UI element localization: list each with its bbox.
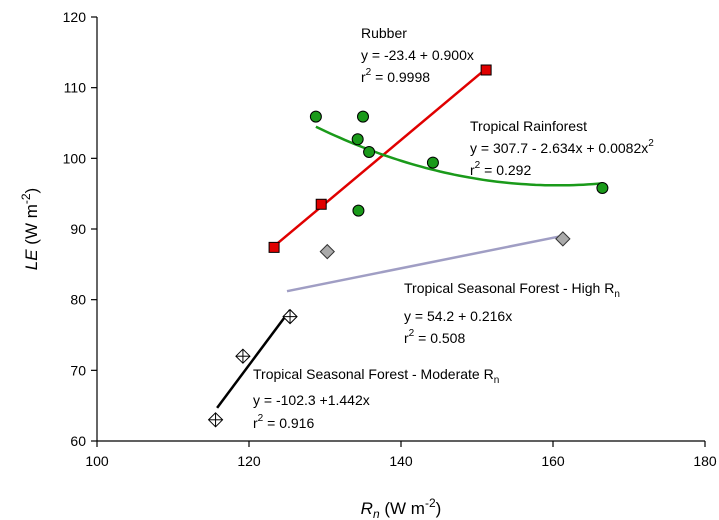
x-ticks: 100 120 140 160 180 [85,441,717,469]
annotation-tropical-rainforest-eq-main: y = 307.7 - 2.634x + 0.0082x [470,140,648,156]
y-axis-title-unit-close: ) [22,188,41,194]
x-tick-label: 180 [693,453,717,469]
x-axis-title-unit: (W m [380,499,425,518]
data-point-square [480,64,492,76]
fit-line-series-1 [315,125,603,187]
annotation-tropical-rainforest-equation: y = 307.7 - 2.634x + 0.0082x2 [470,138,654,156]
annotation-rubber-r2: r2 = 0.9998 [361,67,430,85]
annotation-rubber-r2-value: = 0.9998 [371,69,430,85]
annotation-rubber-title: Rubber [361,25,407,41]
y-tick-label: 110 [64,80,87,96]
x-tick-label: 100 [85,453,109,469]
x-tick-label: 140 [389,453,413,469]
annotation-seasonal-high-equation: y = 54.2 + 0.216x [404,308,512,324]
data-point-circle [357,110,369,123]
data-point-crossed-diamond [282,308,298,325]
data-points [207,64,609,428]
annotation-rubber: Rubber y = -23.4 + 0.900x r2 = 0.9998 [361,25,474,85]
annotation-tropical-rainforest-eq-sup: 2 [648,138,654,149]
annotation-tropical-rainforest-r2-sup: 2 [475,160,481,171]
annotation-seasonal-high: Tropical Seasonal Forest - High Rn y = 5… [404,280,620,346]
y-ticks: 60 70 80 90 100 110 120 [63,9,97,449]
annotation-seasonal-high-title-sub: n [614,289,620,300]
y-tick-label: 120 [63,9,87,25]
y-axis-title-unit-sup: -2 [19,193,33,204]
x-axis-title-sub: n [373,507,380,520]
y-tick-label: 100 [63,150,87,166]
annotation-tropical-rainforest: Tropical Rainforest y = 307.7 - 2.634x +… [470,118,654,178]
data-point-diamond [319,243,335,260]
annotation-seasonal-high-r2-value: = 0.508 [414,330,465,346]
annotation-tropical-rainforest-r2: r2 = 0.292 [470,160,531,178]
x-axis-title: Rn (W m-2) [361,496,442,520]
annotation-tropical-rainforest-title: Tropical Rainforest [470,118,587,134]
y-tick-label: 90 [70,221,86,237]
fit-line-series-3 [216,309,292,409]
fit-line-series-2 [286,234,564,293]
annotation-seasonal-high-r2-r: r [404,330,409,346]
x-axis-title-main: R [361,499,373,518]
plot-area: 100 120 140 160 180 60 70 80 90 100 110 120 [63,9,717,469]
data-point-circle [363,145,376,158]
annotation-rubber-equation: y = -23.4 + 0.900x [361,47,474,63]
annotation-seasonal-moderate-r2-sup: 2 [258,413,264,424]
annotation-tropical-rainforest-r2-value: = 0.292 [480,162,531,178]
data-point-circle [309,110,322,123]
annotation-seasonal-moderate-r2-r: r [253,415,258,431]
annotation-rubber-r2-sup: 2 [366,67,372,78]
annotation-seasonal-high-title-main: Tropical Seasonal Forest - High R [404,280,614,296]
fit-lines [216,67,603,409]
data-point-square [268,241,280,253]
annotation-seasonal-moderate-title: Tropical Seasonal Forest - Moderate Rn [253,366,499,386]
x-axis-title-unit-close: ) [436,499,442,518]
data-point-crossed-diamond [207,412,224,428]
annotation-seasonal-moderate: Tropical Seasonal Forest - Moderate Rn y… [253,366,499,431]
data-point-circle [596,182,609,195]
x-tick-label: 160 [541,453,565,469]
y-tick-label: 60 [70,433,86,449]
y-axis-title-unit: (W m [22,204,41,249]
annotation-seasonal-high-r2-sup: 2 [409,328,415,339]
annotation-seasonal-high-r2: r2 = 0.508 [404,328,465,346]
data-point-circle [426,156,439,169]
annotation-seasonal-moderate-title-main: Tropical Seasonal Forest - Moderate R [253,366,494,382]
annotation-seasonal-moderate-equation: y = -102.3 +1.442x [253,392,370,408]
data-point-circle [351,133,364,146]
data-point-crossed-diamond [235,348,251,364]
y-tick-label: 80 [70,292,86,308]
annotation-seasonal-moderate-r2-value: = 0.916 [263,415,314,431]
y-axis-title-main: LE [22,249,41,270]
data-point-diamond [555,231,571,247]
x-axis-title-unit-sup: -2 [425,496,436,510]
annotation-seasonal-moderate-title-sub: n [494,375,500,386]
y-tick-label: 70 [70,362,86,378]
annotation-seasonal-high-title: Tropical Seasonal Forest - High Rn [404,280,620,300]
x-tick-label: 120 [237,453,261,469]
annotation-tropical-rainforest-r2-r: r [470,162,475,178]
annotation-rubber-r2-r: r [361,69,366,85]
data-point-square [315,198,327,210]
y-axis-title: LE (W m-2) [19,188,41,270]
fit-line-series-0 [273,67,487,248]
annotation-seasonal-moderate-r2: r2 = 0.916 [253,413,314,431]
data-point-circle [352,204,365,217]
